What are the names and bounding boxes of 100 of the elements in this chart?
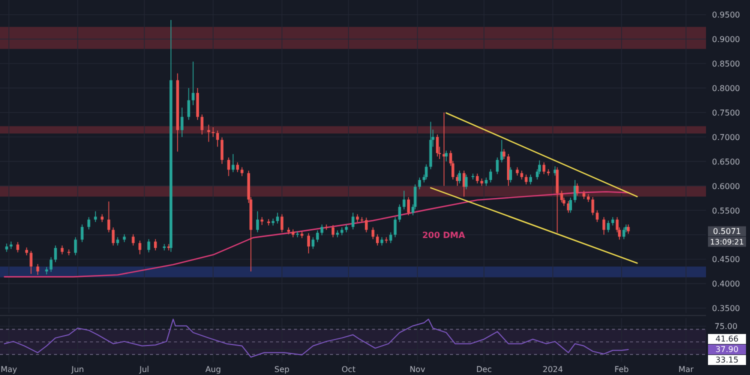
y-tick-label: 0.8000 <box>712 84 740 94</box>
candlestick <box>444 150 448 162</box>
y-tick-label: 0.6500 <box>712 157 740 166</box>
candlestick <box>200 114 204 135</box>
candlestick <box>256 210 259 233</box>
candlestick <box>524 174 528 185</box>
x-tick-label: Nov <box>410 365 426 374</box>
candlestick <box>442 112 446 186</box>
x-tick-label: Jul <box>138 365 150 374</box>
candlestick <box>606 220 610 233</box>
x-tick-label: 2024 <box>542 365 563 374</box>
candlestick <box>312 236 314 250</box>
candlestick <box>402 190 406 210</box>
candlestick <box>154 238 157 251</box>
candlestick <box>307 232 310 254</box>
y-tick-label: 75.00 <box>714 322 738 332</box>
candlestick <box>94 210 97 222</box>
text: 41.66 <box>716 334 738 344</box>
x-tick-label: Aug <box>205 365 221 374</box>
candlestick <box>87 216 90 230</box>
candlestick <box>602 216 606 236</box>
candlestick <box>509 166 512 183</box>
candlestick <box>232 154 235 173</box>
candlestick <box>372 227 374 240</box>
candlestick <box>147 238 150 253</box>
candlestick <box>287 227 290 235</box>
candlestick <box>574 180 576 203</box>
candlestick <box>192 61 195 106</box>
x-tick-label: Dec <box>476 365 492 374</box>
candlestick <box>489 168 492 183</box>
x-tick-label: Oct <box>342 365 356 374</box>
candlestick <box>407 196 410 216</box>
candlestick <box>542 162 546 175</box>
x-tick-label: Jun <box>70 365 84 374</box>
y-tick-label: 0.3500 <box>712 304 740 314</box>
candlestick <box>471 173 474 180</box>
candlestick <box>352 212 354 230</box>
candlestick <box>462 170 466 198</box>
x-tick-label: May <box>0 365 18 374</box>
candlestick <box>596 210 599 222</box>
candlestick <box>30 250 32 274</box>
y-tick-label: 0.4500 <box>712 255 740 264</box>
y-tick-label: 0.7500 <box>712 108 740 118</box>
candlestick <box>267 218 270 226</box>
text: 0.5071 <box>713 226 741 236</box>
candlestick <box>207 124 210 142</box>
x-tick-label: Feb <box>614 365 629 374</box>
candlestick <box>476 173 479 184</box>
x-tick-label: Mar <box>678 365 694 374</box>
candlestick <box>132 234 135 246</box>
candlestick <box>332 224 334 238</box>
candlestick <box>364 217 368 233</box>
candlestick <box>507 154 510 186</box>
candlestick <box>74 236 77 256</box>
candlestick <box>16 242 20 253</box>
candlestick <box>80 224 84 242</box>
candlestick <box>196 88 199 120</box>
line-series <box>4 318 629 358</box>
candlestick <box>272 218 274 226</box>
candlestick <box>180 107 184 138</box>
candlestick <box>316 230 319 242</box>
candlestick <box>10 241 12 250</box>
candlestick <box>418 177 422 190</box>
candlestick <box>398 204 402 222</box>
text: 33.15 <box>716 355 738 364</box>
candlestick <box>569 197 572 214</box>
candlestick <box>436 134 439 157</box>
y-tick-label: 0.9000 <box>712 35 740 44</box>
candlestick <box>529 174 532 185</box>
candlestick <box>50 256 52 272</box>
y-tick-label: 0.9500 <box>712 10 740 20</box>
candlestick <box>560 190 564 203</box>
candlestick <box>376 234 379 246</box>
text: 200 DMA <box>422 230 466 241</box>
candlestick <box>220 137 224 164</box>
candlestick <box>45 266 48 275</box>
candlestick <box>236 162 239 173</box>
y-tick-label: 0.5500 <box>712 206 740 216</box>
candlestick <box>554 166 556 176</box>
candlestick <box>36 264 40 276</box>
candlestick <box>502 148 506 160</box>
candlestick <box>216 130 219 148</box>
candlestick <box>138 240 142 255</box>
candlestick <box>546 168 550 176</box>
candlestick <box>464 174 468 190</box>
y-tick-label: 0.6000 <box>712 182 740 191</box>
candlestick <box>212 126 215 138</box>
candlestick <box>458 170 461 184</box>
candlestick <box>107 201 110 233</box>
candlestick <box>54 245 57 263</box>
x-tick-label: Sep <box>274 365 290 374</box>
candlestick <box>296 230 299 238</box>
y-tick-label: 0.8500 <box>712 60 740 69</box>
candlestick <box>394 216 397 238</box>
candlestick <box>276 212 279 224</box>
candlestick <box>320 224 324 236</box>
candlestick <box>622 227 626 240</box>
candlestick <box>280 214 284 233</box>
candlestick <box>260 216 264 226</box>
y-tick-label: 0.7000 <box>712 132 740 142</box>
